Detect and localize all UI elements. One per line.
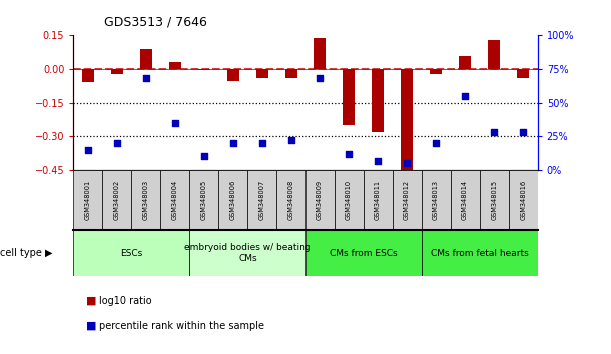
Text: GSM348001: GSM348001 bbox=[85, 180, 91, 220]
Point bbox=[83, 147, 93, 153]
Point bbox=[112, 140, 122, 146]
Text: GSM348002: GSM348002 bbox=[114, 180, 120, 220]
Text: log10 ratio: log10 ratio bbox=[99, 296, 152, 306]
Bar bbox=[285, 69, 297, 78]
Text: GSM348007: GSM348007 bbox=[259, 180, 265, 220]
Bar bbox=[189, 170, 219, 230]
Bar bbox=[160, 170, 189, 230]
Text: GSM348005: GSM348005 bbox=[201, 180, 207, 220]
Point bbox=[170, 120, 180, 126]
Text: GSM348003: GSM348003 bbox=[143, 180, 149, 220]
Bar bbox=[508, 170, 538, 230]
Text: GSM348015: GSM348015 bbox=[491, 180, 497, 220]
Bar bbox=[459, 56, 471, 69]
Bar bbox=[401, 69, 413, 170]
Bar bbox=[131, 170, 161, 230]
Bar bbox=[450, 170, 480, 230]
Point bbox=[518, 130, 528, 135]
Bar bbox=[372, 69, 384, 132]
Text: CMs from fetal hearts: CMs from fetal hearts bbox=[431, 249, 529, 258]
Text: embryoid bodies w/ beating
CMs: embryoid bodies w/ beating CMs bbox=[184, 244, 311, 263]
Bar bbox=[103, 170, 131, 230]
Bar bbox=[393, 170, 422, 230]
Text: GSM348014: GSM348014 bbox=[462, 180, 468, 220]
Bar bbox=[488, 40, 500, 69]
Text: GSM348004: GSM348004 bbox=[172, 180, 178, 220]
Text: ■: ■ bbox=[86, 296, 100, 306]
Bar bbox=[480, 170, 508, 230]
Bar bbox=[306, 170, 335, 230]
Bar bbox=[314, 38, 326, 69]
Bar bbox=[82, 69, 93, 82]
Bar bbox=[306, 230, 422, 276]
Bar bbox=[256, 69, 268, 78]
Bar bbox=[343, 69, 355, 125]
Bar bbox=[422, 230, 538, 276]
Text: ■: ■ bbox=[86, 321, 100, 331]
Point bbox=[315, 76, 325, 81]
Point bbox=[286, 137, 296, 143]
Point bbox=[141, 76, 151, 81]
Bar bbox=[335, 170, 364, 230]
Bar bbox=[73, 230, 189, 276]
Text: CMs from ESCs: CMs from ESCs bbox=[330, 249, 397, 258]
Bar bbox=[219, 170, 247, 230]
Text: GSM348008: GSM348008 bbox=[288, 180, 294, 220]
Bar bbox=[518, 69, 529, 78]
Point bbox=[199, 154, 209, 159]
Point bbox=[344, 151, 354, 156]
Bar bbox=[111, 69, 123, 74]
Text: GSM348011: GSM348011 bbox=[375, 180, 381, 220]
Bar bbox=[227, 69, 239, 81]
Text: GSM348006: GSM348006 bbox=[230, 180, 236, 220]
Point bbox=[489, 130, 499, 135]
Point bbox=[228, 140, 238, 146]
Text: GSM348013: GSM348013 bbox=[433, 180, 439, 220]
Point bbox=[373, 158, 383, 163]
Text: GSM348016: GSM348016 bbox=[520, 180, 526, 220]
Point bbox=[431, 140, 441, 146]
Point bbox=[257, 140, 267, 146]
Bar bbox=[364, 170, 392, 230]
Bar bbox=[189, 230, 306, 276]
Text: GSM348012: GSM348012 bbox=[404, 180, 410, 220]
Bar bbox=[198, 69, 210, 70]
Text: cell type ▶: cell type ▶ bbox=[0, 248, 53, 258]
Point bbox=[402, 160, 412, 166]
Bar bbox=[169, 62, 181, 69]
Bar bbox=[430, 69, 442, 74]
Point bbox=[460, 93, 470, 99]
Bar bbox=[73, 170, 102, 230]
Text: GSM348009: GSM348009 bbox=[317, 180, 323, 220]
Text: GSM348010: GSM348010 bbox=[346, 180, 352, 220]
Text: ESCs: ESCs bbox=[120, 249, 142, 258]
Text: percentile rank within the sample: percentile rank within the sample bbox=[99, 321, 264, 331]
Text: GDS3513 / 7646: GDS3513 / 7646 bbox=[104, 15, 207, 28]
Bar bbox=[247, 170, 276, 230]
Bar bbox=[140, 49, 152, 69]
Bar bbox=[422, 170, 450, 230]
Bar bbox=[276, 170, 306, 230]
